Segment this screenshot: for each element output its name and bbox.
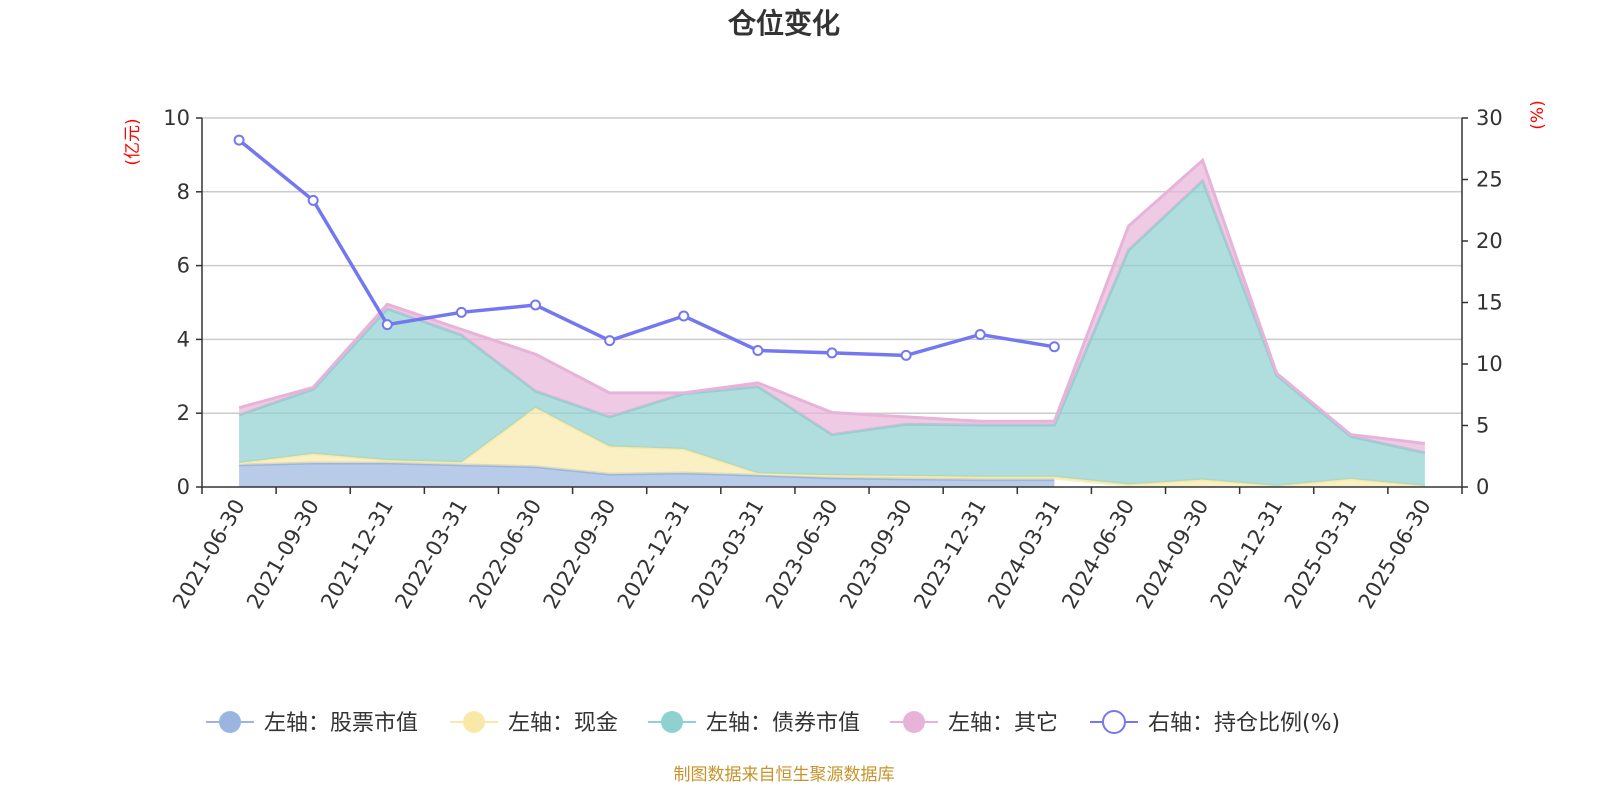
ratio-point [900, 349, 912, 361]
right-axis-tick-label: 5 [1476, 414, 1489, 438]
x-axis-tick-label: 2024-03-31 [983, 495, 1065, 613]
right-axis-tick-label: 15 [1476, 291, 1503, 315]
left-axis-tick-label: 8 [177, 180, 190, 204]
ratio-point [678, 310, 690, 322]
left-axis-tick-label: 10 [163, 106, 190, 130]
legend-marker [903, 711, 925, 733]
left-axis-unit: (亿元) [123, 118, 143, 165]
ratio-point [530, 299, 542, 311]
legend-marker [1102, 710, 1126, 734]
right-axis-tick-label: 20 [1476, 229, 1503, 253]
x-axis-tick-label: 2021-09-30 [242, 495, 324, 613]
x-axis-tick-label: 2022-12-31 [613, 495, 695, 613]
ratio-point [752, 344, 764, 356]
ratio-point [455, 306, 467, 318]
chart-title: 仓位变化 [728, 7, 840, 40]
data-source-note: 制图数据来自恒生聚源数据库 [674, 765, 895, 785]
legend-label: 左轴：股票市值 [264, 711, 418, 736]
x-axis-tick-label: 2025-06-30 [1354, 495, 1436, 613]
x-axis-tick-label: 2022-06-30 [464, 495, 546, 613]
legend: 左轴：股票市值 左轴：现金 左轴：债券市值 左轴：其它 右轴：持仓比例(%) [206, 710, 1340, 736]
x-axis-tick-label: 2022-03-31 [390, 495, 472, 613]
ratio-line [237, 138, 1055, 358]
x-axis-tick-label: 2021-06-30 [168, 495, 250, 613]
x-axis-tick-label: 2024-09-30 [1131, 495, 1213, 613]
right-axis-unit: (%) [1528, 100, 1548, 129]
ratio-point [381, 319, 393, 331]
x-axis-tick-label: 2021-12-31 [316, 495, 398, 613]
x-axis-tick-label: 2024-06-30 [1057, 495, 1139, 613]
ratio-point [307, 194, 319, 206]
right-axis-tick-label: 30 [1476, 106, 1503, 130]
ratio-point [233, 134, 245, 146]
legend-marker [661, 711, 683, 733]
right-axis-tick-label: 10 [1476, 352, 1503, 376]
left-axis-tick-label: 4 [177, 327, 190, 351]
left-axis-tick-label: 2 [177, 401, 190, 425]
legend-label: 左轴：债券市值 [706, 711, 860, 736]
x-axis-tick-label: 2024-12-31 [1206, 495, 1288, 613]
position-ratio-line [233, 134, 1060, 361]
left-axis-tick-label: 6 [177, 254, 190, 278]
area-3 [239, 180, 1425, 486]
ratio-point [826, 347, 838, 359]
area-2 [239, 407, 1425, 487]
ratio-point [1048, 341, 1060, 353]
ratio-point [604, 335, 616, 347]
x-axis-tick-label: 2023-06-30 [761, 495, 843, 613]
legend-marker [463, 711, 485, 733]
right-axis-tick-label: 25 [1476, 168, 1503, 192]
stacked-areas [238, 157, 1426, 488]
legend-marker [219, 711, 241, 733]
x-axis-tick-label: 2025-03-31 [1280, 495, 1362, 613]
area-edge-4 [238, 157, 1426, 445]
right-axis-tick-label: 0 [1476, 475, 1489, 499]
x-axis-tick-label: 2023-12-31 [909, 495, 991, 613]
ratio-point [974, 328, 986, 340]
legend-label: 左轴：其它 [948, 711, 1058, 736]
legend-label: 左轴：现金 [508, 711, 618, 736]
x-axis-tick-label: 2022-09-30 [539, 495, 621, 613]
area-4 [239, 160, 1425, 453]
left-axis-tick-label: 0 [177, 475, 190, 499]
legend-label: 右轴：持仓比例(%) [1148, 711, 1340, 736]
x-axis-tick-label: 2023-09-30 [835, 495, 917, 613]
x-axis-tick-label: 2023-03-31 [687, 495, 769, 613]
